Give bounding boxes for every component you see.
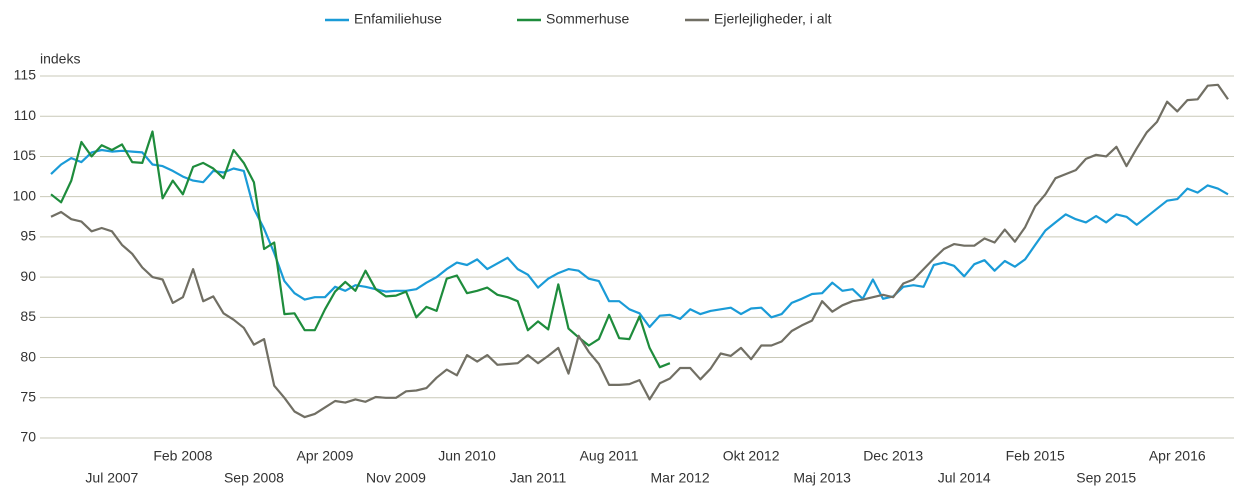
x-tick-label: Sep 2008 (224, 470, 284, 486)
x-tick-label: Feb 2008 (153, 448, 212, 464)
y-tick-label: 95 (20, 228, 36, 244)
y-tick-label: 115 (14, 67, 37, 83)
x-tick-label: Jul 2007 (85, 470, 138, 486)
x-tick-label: Jan 2011 (510, 470, 567, 486)
legend-label: Sommerhuse (546, 11, 629, 27)
x-tick-label: Apr 2016 (1149, 448, 1206, 464)
series-line (50, 148, 1229, 329)
y-tick-label: 100 (13, 187, 37, 203)
y-tick-label: 70 (20, 429, 36, 445)
x-tick-label: Mar 2012 (651, 470, 710, 486)
x-tick-label: Dec 2013 (863, 448, 923, 464)
x-tick-label: Sep 2015 (1076, 470, 1136, 486)
y-tick-label: 90 (20, 268, 36, 284)
y-tick-label: 75 (20, 388, 36, 404)
x-tick-label: Aug 2011 (580, 448, 639, 464)
x-tick-label: Jul 2014 (938, 470, 991, 486)
x-tick-label: Nov 2009 (366, 470, 426, 486)
legend-label: Ejerlejligheder, i alt (714, 11, 832, 27)
y-tick-label: 80 (20, 348, 36, 364)
legend-label: Enfamiliehuse (354, 11, 442, 27)
y-tick-label: 105 (13, 147, 37, 163)
x-tick-label: Apr 2009 (297, 448, 354, 464)
y-axis-label: indeks (40, 51, 80, 67)
y-tick-label: 85 (20, 308, 36, 324)
series-line (50, 130, 671, 369)
x-tick-label: Jun 2010 (438, 448, 496, 464)
x-tick-label: Okt 2012 (723, 448, 780, 464)
y-tick-label: 110 (14, 107, 37, 123)
series-line (50, 83, 1229, 419)
x-tick-label: Feb 2015 (1006, 448, 1065, 464)
x-tick-label: Maj 2013 (793, 470, 851, 486)
